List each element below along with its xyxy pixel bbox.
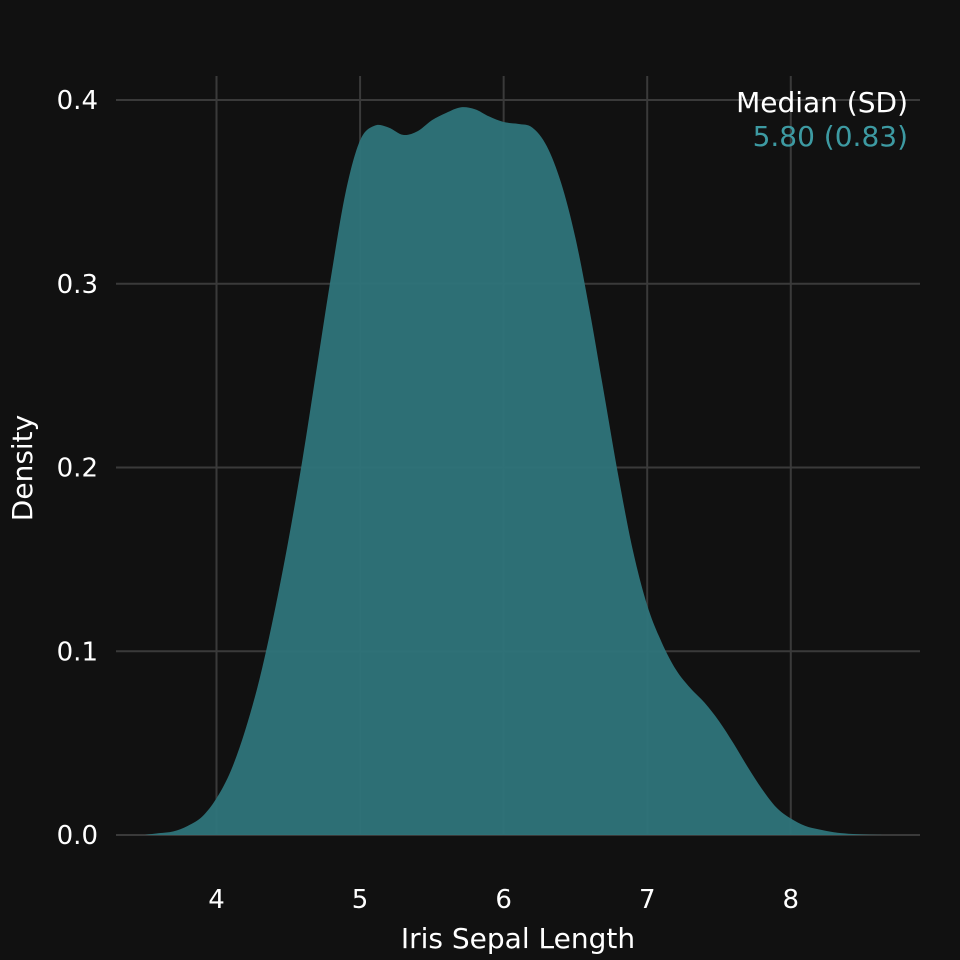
x-axis-ticks: 4 5 6 7 8 [208, 885, 799, 915]
y-tick-label: 0.1 [57, 637, 98, 667]
x-axis-title: Iris Sepal Length [401, 922, 635, 955]
y-tick-label: 0.3 [57, 270, 98, 300]
y-tick-label: 0.4 [57, 86, 98, 116]
y-tick-label: 0.0 [57, 821, 98, 851]
y-axis-title: Density [6, 415, 39, 521]
x-tick-label: 8 [783, 885, 800, 915]
density-area [144, 107, 892, 836]
y-tick-label: 0.2 [57, 454, 98, 484]
x-tick-label: 6 [495, 885, 512, 915]
x-tick-label: 5 [352, 885, 369, 915]
x-tick-label: 4 [208, 885, 225, 915]
median-sd-header: Median (SD) [736, 86, 908, 119]
y-axis-ticks: 0.0 0.1 0.2 0.3 0.4 [57, 86, 98, 851]
median-sd-value: 5.80 (0.83) [753, 120, 908, 153]
x-tick-label: 7 [639, 885, 656, 915]
